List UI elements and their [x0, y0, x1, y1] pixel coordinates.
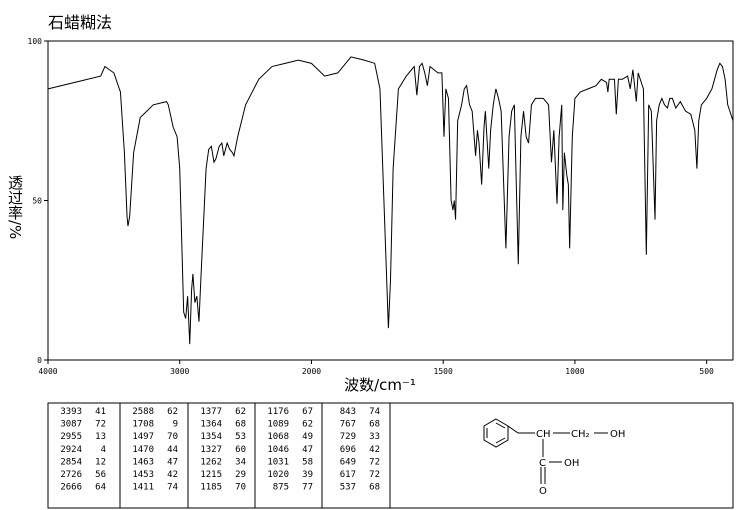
atom-label: C — [539, 458, 546, 469]
wavenumber-cell: 1089 — [267, 420, 289, 430]
transmittance-cell: 44 — [167, 445, 178, 455]
wavenumber-cell: 1020 — [267, 470, 289, 480]
x-axis-label: 波数/cm⁻¹ — [344, 376, 416, 394]
plot: 4000 3000 2000 1500 1000 500 0 50 100 — [28, 37, 734, 376]
transmittance-cell: 72 — [369, 470, 380, 480]
y-tick-label: 100 — [28, 37, 43, 46]
wavenumber-cell: 2666 — [60, 483, 82, 493]
structure-bonds — [483, 418, 608, 484]
wavenumber-cell: 1215 — [200, 470, 222, 480]
transmittance-cell: 62 — [235, 407, 246, 417]
transmittance-cell: 68 — [369, 483, 380, 493]
wavenumber-cell: 2726 — [60, 470, 82, 480]
y-tick-label: 50 — [32, 197, 42, 206]
wavenumber-cell: 2955 — [60, 432, 82, 442]
transmittance-cell: 41 — [95, 407, 106, 417]
wavenumber-cell: 1411 — [132, 483, 154, 493]
wavenumber-cell: 729 — [340, 432, 356, 442]
chart-title: 石蜡糊法 — [48, 13, 112, 32]
transmittance-cell: 33 — [369, 432, 380, 442]
transmittance-cell: 47 — [302, 445, 313, 455]
transmittance-cell: 53 — [235, 432, 246, 442]
x-tick-label: 500 — [699, 367, 714, 376]
wavenumber-cell: 2924 — [60, 445, 82, 455]
wavenumber-cell: 1453 — [132, 470, 154, 480]
transmittance-cell: 58 — [302, 457, 313, 467]
transmittance-cell: 13 — [95, 432, 106, 442]
wavenumber-cell: 1354 — [200, 432, 222, 442]
wavenumber-cell: 1470 — [132, 445, 154, 455]
peak-table: 3393 41 3087 72 2955 13 2924 4 2854 12 2726 56 2666 6… — [60, 407, 380, 493]
wavenumber-cell: 3393 — [60, 407, 82, 417]
wavenumber-cell: 875 — [273, 483, 289, 493]
wavenumber-cell: 2854 — [60, 457, 82, 467]
wavenumber-cell: 1031 — [267, 457, 289, 467]
wavenumber-cell: 649 — [340, 457, 356, 467]
transmittance-cell: 68 — [235, 420, 246, 430]
y-tick-label: 0 — [37, 356, 42, 365]
transmittance-cell: 12 — [95, 457, 106, 467]
wavenumber-cell: 617 — [340, 470, 356, 480]
wavenumber-cell: 537 — [340, 483, 356, 493]
x-tick-label: 1000 — [565, 367, 584, 376]
atom-label: O — [539, 486, 547, 497]
x-tick-label: 1500 — [434, 367, 453, 376]
transmittance-cell: 60 — [235, 445, 246, 455]
table-dividers — [119, 403, 391, 508]
wavenumber-cell: 1327 — [200, 445, 222, 455]
wavenumber-cell: 1185 — [200, 483, 222, 493]
x-tick-label: 3000 — [170, 367, 189, 376]
transmittance-cell: 62 — [302, 420, 313, 430]
transmittance-cell: 77 — [302, 483, 313, 493]
transmittance-cell: 68 — [369, 420, 380, 430]
double-bond — [495, 437, 506, 444]
transmittance-cell: 72 — [95, 420, 106, 430]
transmittance-cell: 72 — [369, 457, 380, 467]
x-tick-label: 2000 — [302, 367, 321, 376]
wavenumber-cell: 1046 — [267, 445, 289, 455]
transmittance-cell: 42 — [167, 470, 178, 480]
wavenumber-cell: 1068 — [267, 432, 289, 442]
spectrum-line — [47, 56, 734, 345]
transmittance-cell: 62 — [167, 407, 178, 417]
wavenumber-cell: 843 — [340, 407, 356, 417]
atom-label: CH₂ — [571, 429, 590, 440]
bond — [507, 425, 519, 434]
transmittance-cell: 67 — [302, 407, 313, 417]
atom-label: OH — [564, 458, 579, 469]
atom-label: CH — [536, 429, 551, 440]
transmittance-cell: 70 — [167, 432, 178, 442]
wavenumber-cell: 1364 — [200, 420, 222, 430]
transmittance-cell: 49 — [302, 432, 313, 442]
transmittance-cell: 70 — [235, 483, 246, 493]
wavenumber-cell: 1377 — [200, 407, 222, 417]
structure-labels: CH CH₂ OH C OH O — [536, 429, 625, 497]
transmittance-cell: 9 — [173, 420, 178, 430]
transmittance-cell: 74 — [369, 407, 380, 417]
transmittance-cell: 47 — [167, 457, 178, 467]
wavenumber-cell: 2588 — [132, 407, 154, 417]
wavenumber-cell: 3087 — [60, 420, 82, 430]
transmittance-cell: 4 — [101, 445, 106, 455]
wavenumber-cell: 1463 — [132, 457, 154, 467]
wavenumber-cell: 1497 — [132, 432, 154, 442]
wavenumber-cell: 696 — [340, 445, 356, 455]
transmittance-cell: 34 — [235, 457, 246, 467]
transmittance-cell: 42 — [369, 445, 380, 455]
double-bond — [495, 422, 506, 429]
y-axis-label: 透过率/% — [6, 175, 24, 239]
x-tick-label: 4000 — [38, 367, 57, 376]
transmittance-cell: 74 — [167, 483, 178, 493]
wavenumber-cell: 1708 — [132, 420, 154, 430]
transmittance-cell: 56 — [95, 470, 106, 480]
wavenumber-cell: 767 — [340, 420, 356, 430]
transmittance-cell: 29 — [235, 470, 246, 480]
transmittance-cell: 64 — [95, 483, 106, 493]
wavenumber-cell: 1262 — [200, 457, 222, 467]
wavenumber-cell: 1176 — [267, 407, 289, 417]
atom-label: OH — [610, 429, 625, 440]
transmittance-cell: 39 — [302, 470, 313, 480]
